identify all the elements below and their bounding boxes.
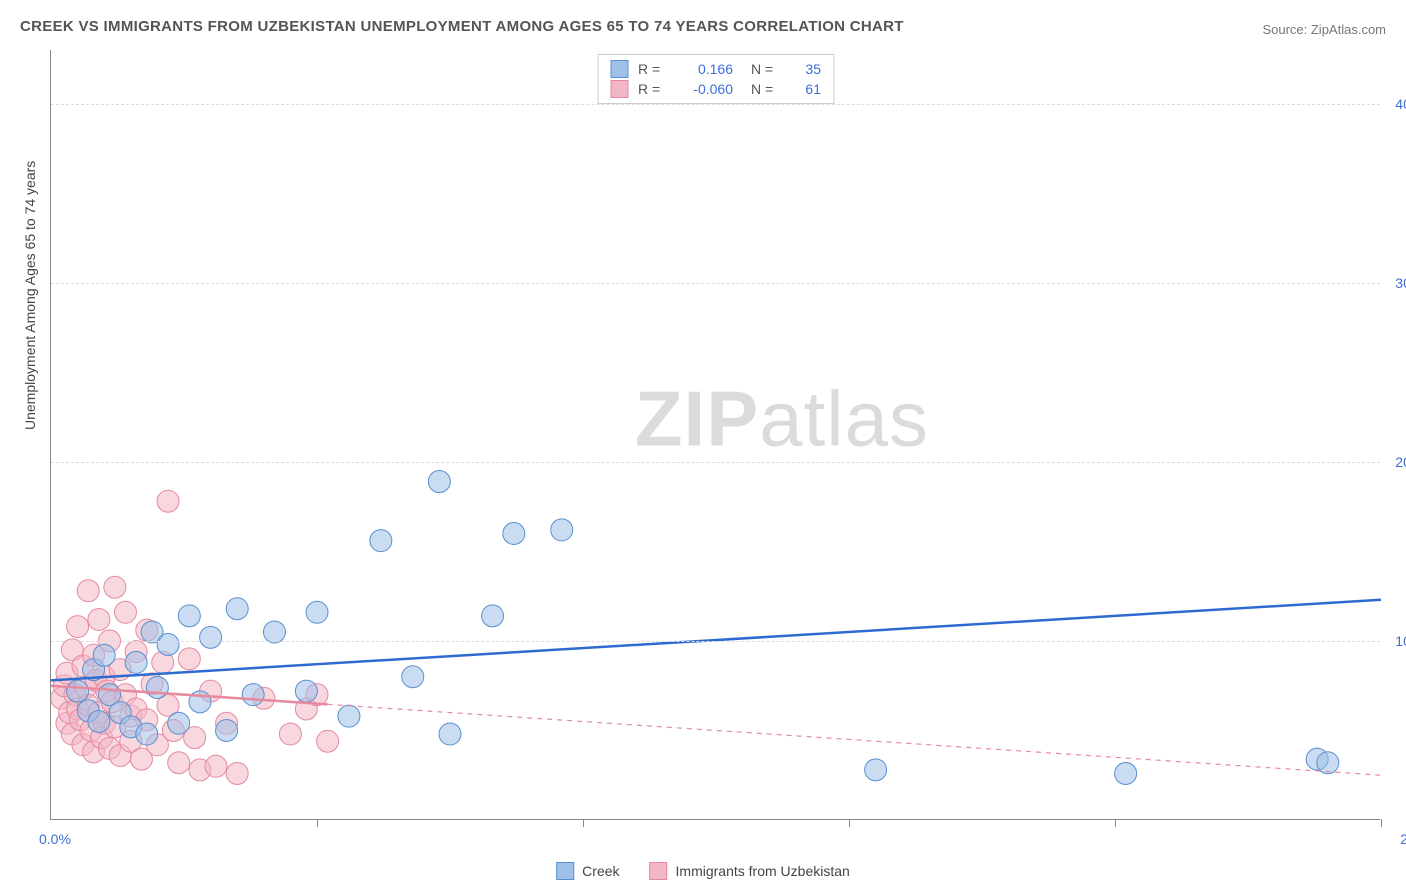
trend-line-extrapolated	[328, 704, 1381, 775]
data-point	[428, 471, 450, 493]
data-point	[104, 576, 126, 598]
data-point	[551, 519, 573, 541]
x-tick-mark	[583, 819, 584, 827]
plot-area: ZIPatlas R = 0.166 N = 35 R = -0.060 N =…	[50, 50, 1380, 820]
data-point	[67, 680, 89, 702]
data-point	[263, 621, 285, 643]
data-point	[205, 755, 227, 777]
data-point	[136, 723, 158, 745]
x-tick-max: 25.0%	[1400, 831, 1406, 847]
swatch-creek-icon	[556, 862, 574, 880]
data-point	[157, 490, 179, 512]
data-point	[865, 759, 887, 781]
scatter-svg	[51, 50, 1381, 820]
data-point	[88, 711, 110, 733]
chart-title: CREEK VS IMMIGRANTS FROM UZBEKISTAN UNEM…	[20, 18, 904, 35]
legend-item-uzbek: Immigrants from Uzbekistan	[650, 862, 850, 880]
data-point	[295, 680, 317, 702]
data-point	[1115, 762, 1137, 784]
data-point	[402, 666, 424, 688]
gridline-h	[51, 462, 1380, 463]
data-point	[67, 616, 89, 638]
y-tick-label: 20.0%	[1395, 454, 1406, 470]
data-point	[168, 752, 190, 774]
legend-label-creek: Creek	[582, 863, 619, 879]
data-point	[88, 608, 110, 630]
y-tick-label: 10.0%	[1395, 633, 1406, 649]
data-point	[200, 626, 222, 648]
data-point	[93, 644, 115, 666]
x-tick-min: 0.0%	[39, 831, 71, 847]
x-tick-mark	[317, 819, 318, 827]
data-point	[77, 580, 99, 602]
data-point	[503, 522, 525, 544]
y-tick-label: 30.0%	[1395, 275, 1406, 291]
data-point	[370, 530, 392, 552]
y-tick-label: 40.0%	[1395, 96, 1406, 112]
data-point	[216, 719, 238, 741]
data-point	[157, 634, 179, 656]
x-tick-mark	[1115, 819, 1116, 827]
data-point	[482, 605, 504, 627]
data-point	[226, 598, 248, 620]
gridline-h	[51, 104, 1380, 105]
data-point	[125, 651, 147, 673]
data-point	[226, 762, 248, 784]
data-point	[168, 712, 190, 734]
y-axis-label: Unemployment Among Ages 65 to 74 years	[22, 161, 38, 430]
data-point	[178, 605, 200, 627]
gridline-h	[51, 641, 1380, 642]
data-point	[317, 730, 339, 752]
data-point	[114, 601, 136, 623]
data-point	[338, 705, 360, 727]
data-point	[279, 723, 301, 745]
data-point	[146, 676, 168, 698]
x-tick-mark	[849, 819, 850, 827]
swatch-uzbek-icon	[650, 862, 668, 880]
x-tick-mark	[1381, 819, 1382, 827]
series-legend: Creek Immigrants from Uzbekistan	[556, 862, 850, 880]
gridline-h	[51, 283, 1380, 284]
data-point	[178, 648, 200, 670]
source-attribution: Source: ZipAtlas.com	[1262, 22, 1386, 37]
legend-item-creek: Creek	[556, 862, 619, 880]
data-point	[242, 684, 264, 706]
data-point	[1317, 752, 1339, 774]
data-point	[439, 723, 461, 745]
data-point	[306, 601, 328, 623]
legend-label-uzbek: Immigrants from Uzbekistan	[676, 863, 850, 879]
